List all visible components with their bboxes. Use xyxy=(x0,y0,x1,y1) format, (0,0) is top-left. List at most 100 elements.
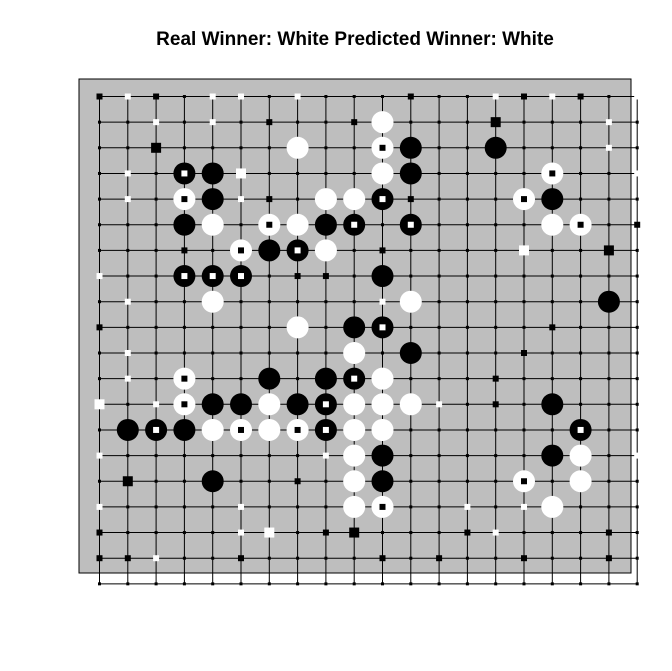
black-stone xyxy=(258,239,281,262)
intersection-dot xyxy=(579,402,583,406)
intersection-dot xyxy=(579,531,583,535)
intersection-dot xyxy=(239,377,243,381)
intersection-dot xyxy=(635,582,639,586)
intersection-dot xyxy=(154,479,158,483)
intersection-dot xyxy=(635,531,639,535)
intersection-dot xyxy=(324,556,328,560)
intersection-dot xyxy=(437,274,441,278)
intersection-dot xyxy=(154,248,158,252)
intersection-dot xyxy=(296,531,300,535)
white-square-marker xyxy=(209,93,216,100)
intersection-dot xyxy=(437,582,441,586)
intersection-dot xyxy=(409,479,413,483)
intersection-dot xyxy=(267,582,271,586)
white-stone xyxy=(201,418,224,441)
white-square-marker xyxy=(238,503,244,510)
intersection-dot xyxy=(126,325,130,329)
stone-center-marker xyxy=(181,401,188,408)
intersection-dot xyxy=(352,274,356,278)
white-square-marker xyxy=(464,503,471,510)
intersection-dot xyxy=(437,377,441,381)
white-stone xyxy=(343,188,366,211)
intersection-dot xyxy=(522,120,526,124)
black-square-marker xyxy=(521,350,527,356)
black-stone xyxy=(230,393,252,416)
intersection-dot xyxy=(465,351,469,355)
intersection-dot xyxy=(239,454,243,458)
black-square-marker xyxy=(605,555,612,562)
stone-center-marker xyxy=(379,503,386,510)
black-square-marker xyxy=(294,478,301,485)
white-stone xyxy=(541,495,564,518)
intersection-dot xyxy=(126,582,130,586)
intersection-dot xyxy=(154,274,158,278)
intersection-dot xyxy=(437,223,441,227)
intersection-dot xyxy=(296,197,300,201)
white-square-marker xyxy=(124,93,131,100)
intersection-dot xyxy=(579,274,583,278)
intersection-dot xyxy=(607,377,611,381)
intersection-dot xyxy=(324,300,328,304)
black-square-marker xyxy=(407,93,414,100)
intersection-dot xyxy=(579,146,583,150)
intersection-dot xyxy=(352,171,356,175)
intersection-dot xyxy=(465,171,469,175)
intersection-dot xyxy=(579,582,583,586)
intersection-dot xyxy=(126,531,130,535)
white-stone xyxy=(258,418,281,441)
black-square-marker xyxy=(349,527,360,538)
intersection-dot xyxy=(494,171,498,175)
stone-center-marker xyxy=(294,247,301,254)
intersection-dot xyxy=(182,120,186,124)
intersection-dot xyxy=(352,248,356,252)
intersection-dot xyxy=(550,120,554,124)
intersection-dot xyxy=(465,454,469,458)
intersection-dot xyxy=(635,402,639,406)
black-stone xyxy=(399,136,422,159)
intersection-dot xyxy=(579,325,583,329)
black-stone xyxy=(541,188,564,211)
intersection-dot xyxy=(154,531,158,535)
white-square-marker xyxy=(153,119,160,126)
stone-center-marker xyxy=(181,196,188,203)
intersection-dot xyxy=(465,197,469,201)
intersection-dot xyxy=(550,146,554,150)
intersection-dot xyxy=(324,95,328,98)
white-stone xyxy=(371,111,394,134)
white-stone xyxy=(399,393,422,416)
black-stone xyxy=(258,367,281,390)
black-stone xyxy=(541,444,564,467)
intersection-dot xyxy=(635,377,639,381)
intersection-dot xyxy=(239,325,243,329)
white-square-marker xyxy=(124,298,131,305)
intersection-dot xyxy=(352,95,356,98)
stone-center-marker xyxy=(181,375,188,382)
intersection-dot xyxy=(126,402,130,406)
intersection-dot xyxy=(324,505,328,509)
stone-center-marker xyxy=(181,170,188,177)
intersection-dot xyxy=(522,300,526,304)
intersection-dot xyxy=(494,556,498,560)
intersection-dot xyxy=(635,197,639,201)
stone-center-marker xyxy=(379,144,386,151)
intersection-dot xyxy=(409,274,413,278)
white-square-marker xyxy=(605,119,612,126)
intersection-dot xyxy=(465,428,469,432)
intersection-dot xyxy=(437,300,441,304)
intersection-dot xyxy=(98,120,101,124)
stone-center-marker xyxy=(521,478,527,485)
intersection-dot xyxy=(550,556,554,560)
white-square-marker xyxy=(96,503,103,510)
stone-center-marker xyxy=(153,426,160,433)
intersection-dot xyxy=(465,325,469,329)
intersection-dot xyxy=(550,274,554,278)
intersection-dot xyxy=(409,377,413,381)
intersection-dot xyxy=(409,531,413,535)
intersection-dot xyxy=(579,505,583,509)
intersection-dot xyxy=(126,274,130,278)
intersection-dot xyxy=(239,479,243,483)
stone-center-marker xyxy=(379,196,386,203)
black-stone xyxy=(597,290,620,313)
white-square-marker xyxy=(634,93,641,100)
black-square-marker xyxy=(379,247,386,254)
